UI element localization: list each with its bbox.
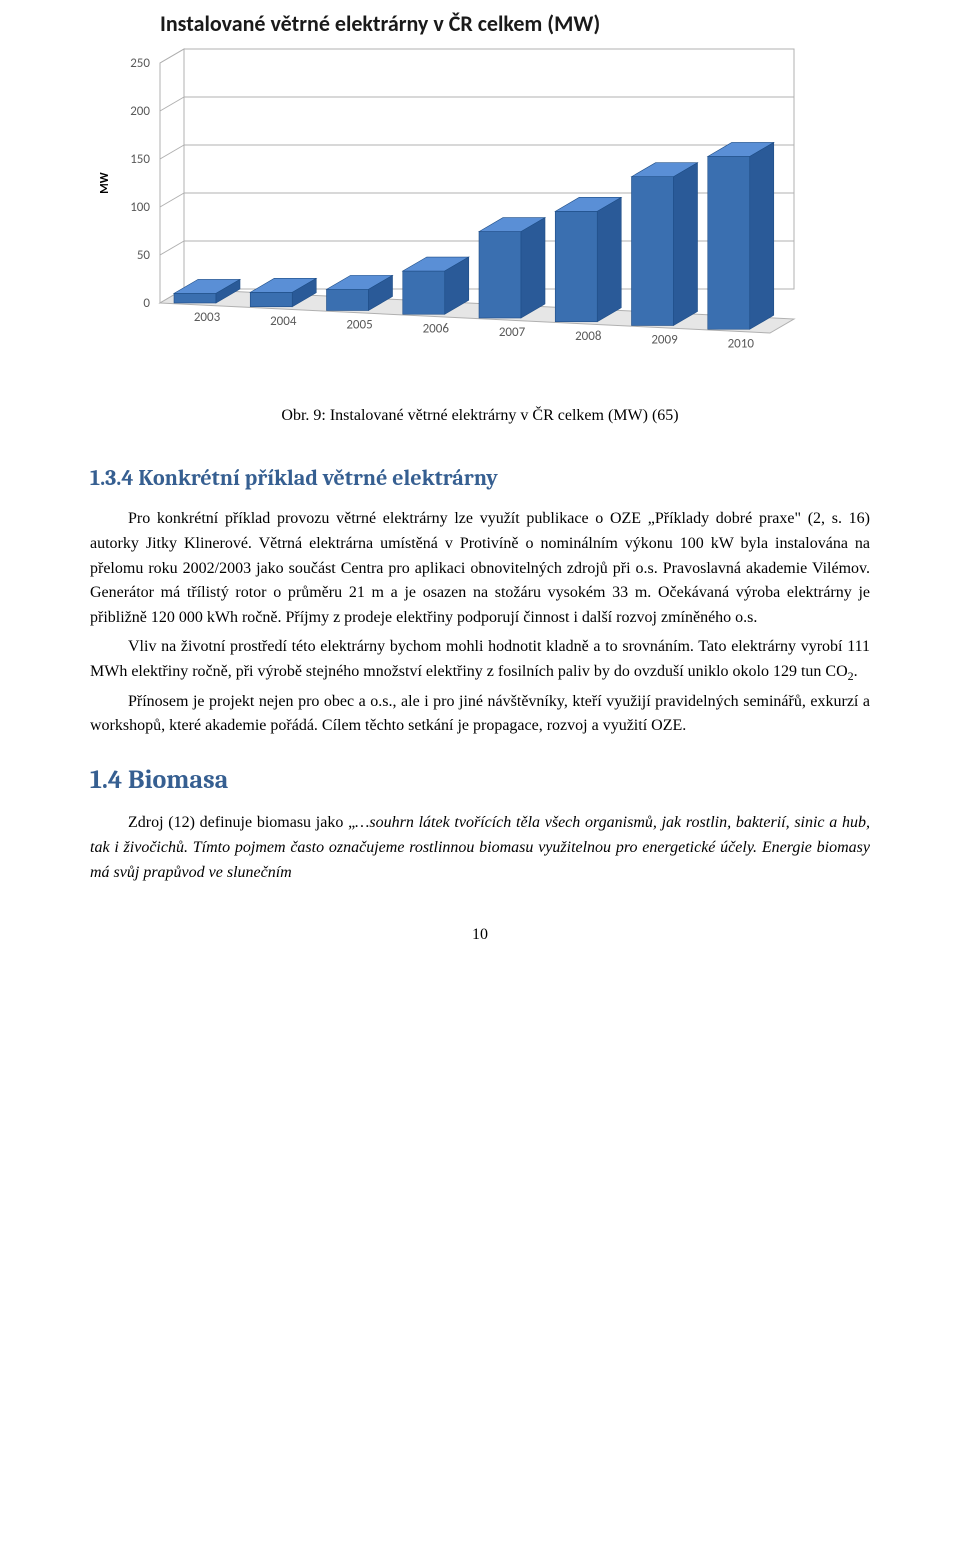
paragraph-2: Vliv na životní prostředí této elektrárn…: [90, 635, 870, 686]
svg-text:100: 100: [130, 200, 150, 215]
paragraph-3: Přínosem je projekt nejen pro obec a o.s…: [90, 690, 870, 740]
svg-text:2006: 2006: [423, 321, 450, 336]
paragraph-4: Zdroj (12) definuje biomasu jako „…souhr…: [90, 811, 870, 885]
paragraph-4-lead: Zdroj (12) definuje biomasu jako „: [128, 814, 355, 831]
svg-text:200: 200: [130, 104, 150, 119]
paragraph-2-text: Vliv na životní prostředí této elektrárn…: [90, 638, 870, 680]
heading-1-4: 1.4 Biomasa: [90, 765, 870, 795]
svg-text:2004: 2004: [270, 314, 297, 329]
svg-text:2010: 2010: [728, 336, 755, 351]
figure-caption: Obr. 9: Instalované větrné elektrárny v …: [90, 407, 870, 425]
chart-container: Instalované větrné elektrárny v ČR celke…: [90, 10, 870, 383]
svg-text:150: 150: [130, 152, 150, 167]
svg-text:0: 0: [143, 296, 150, 311]
svg-text:2003: 2003: [194, 310, 221, 325]
chart-area: 0 50 100 150 200 250 MW 2003 2004 2005 2006 2007 200…: [90, 43, 870, 383]
svg-text:2009: 2009: [651, 333, 678, 348]
paragraph-2-end: .: [854, 663, 858, 680]
svg-text:250: 250: [130, 56, 150, 71]
svg-text:MW: MW: [98, 172, 112, 193]
svg-text:50: 50: [137, 248, 151, 263]
heading-1-3-4: 1.3.4 Konkrétní příklad větrné elektrárn…: [90, 465, 870, 491]
svg-text:2008: 2008: [575, 329, 602, 344]
page-number: 10: [90, 926, 870, 944]
chart-title: Instalované větrné elektrárny v ČR celke…: [160, 10, 870, 37]
bar-chart-3d: 0 50 100 150 200 250 MW 2003 2004 2005 2006 2007 200…: [90, 43, 870, 383]
svg-text:2007: 2007: [499, 325, 526, 340]
paragraph-1: Pro konkrétní příklad provozu větrné ele…: [90, 507, 870, 631]
svg-text:2005: 2005: [346, 318, 372, 333]
